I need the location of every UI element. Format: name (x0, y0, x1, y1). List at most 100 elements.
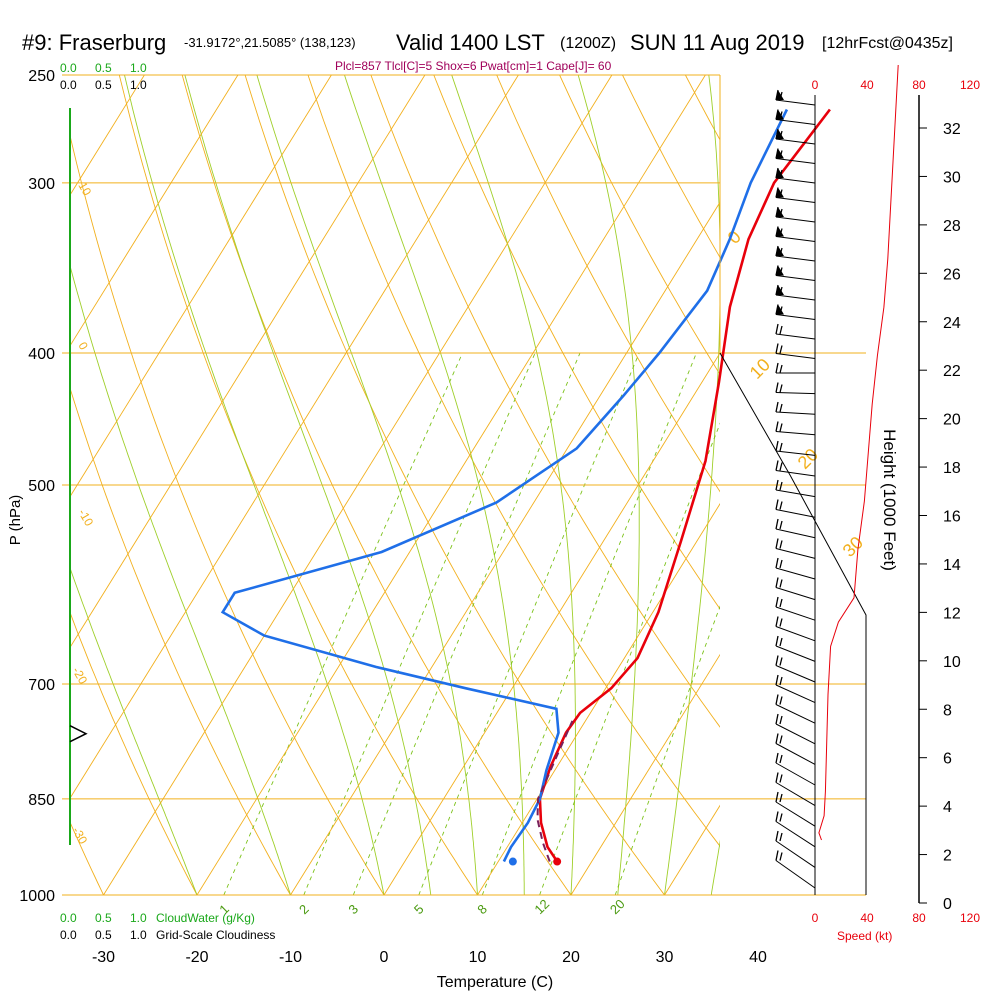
pressure-tick-label: 300 (28, 176, 55, 193)
wind-barb (775, 713, 816, 745)
cloud-scale-bottom-0: 0.0 (60, 911, 77, 925)
wind-barb (775, 850, 816, 889)
wind-barb (775, 245, 816, 262)
dry-adiabat-line (181, 75, 572, 895)
wind-barb-flag (779, 403, 783, 413)
wind-barb-staff (775, 333, 816, 340)
wind-barb-pennant (776, 109, 784, 120)
wind-barb-pennant (776, 285, 784, 295)
surface-temperature-dot (553, 857, 562, 866)
wind-barb-flag (775, 713, 779, 725)
cloudiness-label: Grid-Scale Cloudiness (156, 928, 275, 942)
wind-barb-flag (779, 462, 783, 471)
wind-barb-flag (779, 501, 783, 510)
wind-barb-staff (775, 177, 816, 184)
wind-barb-flag (779, 735, 783, 744)
y-axis-title: P (hPa) (7, 495, 24, 546)
wind-barb (775, 284, 816, 301)
wind-barb (775, 460, 816, 477)
wind-barb-flag (775, 323, 779, 335)
wind-barb-flag (779, 637, 783, 647)
surface-dewpoint-dot (508, 857, 517, 866)
cloud-scale-bottom-1: 0.5 (95, 911, 112, 925)
cloud-scale-top-1: 0.5 (95, 61, 112, 75)
wind-barb-flag (775, 635, 779, 647)
wind-barb-staff (775, 801, 816, 827)
wind-barb-flag (779, 423, 783, 432)
wind-barb (775, 362, 815, 374)
wind-barb (775, 265, 816, 281)
moist-adiabat-line (124, 75, 385, 895)
cloud-water-label: CloudWater (g/Kg) (156, 911, 255, 925)
wind-barb (775, 538, 816, 559)
wind-barb-flag (775, 850, 779, 861)
isotherm-line (852, 75, 1000, 895)
mixing-ratio-label: 2 (296, 901, 312, 917)
temperature-tick-label: 20 (562, 949, 580, 966)
wind-barb-staff (775, 314, 816, 320)
wind-barb-staff (775, 489, 816, 498)
zulu-time: (1200Z) (560, 35, 616, 52)
wind-barb-staff (775, 99, 816, 106)
dry-adiabat-line (244, 75, 665, 895)
dry-adiabat-line (118, 75, 478, 895)
wind-barb-staff (775, 509, 816, 518)
wind-barb-flag (775, 440, 779, 452)
height-tick-label: 12 (943, 605, 961, 622)
wind-barb-flag (779, 813, 783, 822)
height-tick-label: 10 (943, 654, 961, 671)
temperature-tick-label: 30 (656, 949, 674, 966)
wind-barb-staff (775, 236, 816, 242)
wind-barb-staff (775, 567, 816, 580)
wind-barb (775, 830, 816, 868)
wind-barb-pennant (776, 246, 784, 256)
temperature-line (538, 108, 831, 863)
speed-scale-top-0: 0 (812, 78, 819, 92)
speed-scale-top-2: 80 (912, 78, 926, 92)
mixing-ratio-label: 5 (411, 901, 427, 917)
wind-barb (775, 440, 816, 456)
wind-barb-flag (775, 518, 779, 530)
moist-adiabat-line (184, 75, 432, 895)
cloudiness-scale-top-0: 0.0 (60, 78, 77, 92)
wind-barb-flag (775, 499, 779, 510)
mixing-ratio-label: 3 (345, 901, 361, 917)
dry-adiabat-line (0, 75, 10, 895)
wind-barb-flag (779, 364, 783, 374)
dry-adiabat-line (496, 75, 720, 493)
wind-barb-flag (775, 538, 779, 549)
isotherm-line (70, 75, 239, 347)
wind-barb-staff (775, 450, 816, 456)
wind-barb-pennant (776, 265, 784, 276)
wind-barb-staff (775, 860, 816, 889)
wind-barb (775, 148, 816, 164)
mixing-ratio-line (539, 422, 720, 895)
dry-adiabat-line (433, 75, 720, 610)
wind-barb-flag (779, 540, 783, 549)
wind-barb-pennant (776, 90, 784, 100)
wind-barb (775, 323, 816, 340)
panel-boundary-line (719, 352, 867, 895)
wind-barb-staff (775, 626, 816, 642)
height-tick-label: 22 (943, 363, 961, 380)
parcel-line (536, 720, 574, 862)
wind-barb (775, 772, 816, 807)
wind-barb-flag (779, 657, 783, 666)
mixing-ratio-line (303, 352, 536, 895)
wind-barb-flag (779, 579, 783, 588)
wind-barb (775, 635, 816, 662)
wind-barb-staff (775, 645, 816, 662)
wind-barb-flag (779, 598, 783, 608)
wind-barb (775, 752, 816, 786)
dry-adiabat-line (307, 75, 720, 847)
wind-barb-staff (775, 684, 816, 704)
cloudiness-scale-bottom-1: 0.5 (95, 928, 112, 942)
wind-barb-staff (775, 294, 816, 301)
temperature-tick-label: -30 (92, 949, 115, 966)
moist-adiabat-line (70, 566, 198, 895)
wind-barb-flag (775, 674, 779, 686)
valid-time: Valid 1400 LST (396, 30, 545, 55)
moist-adiabat-line (577, 75, 640, 895)
dry-adiabat-line (70, 386, 291, 895)
